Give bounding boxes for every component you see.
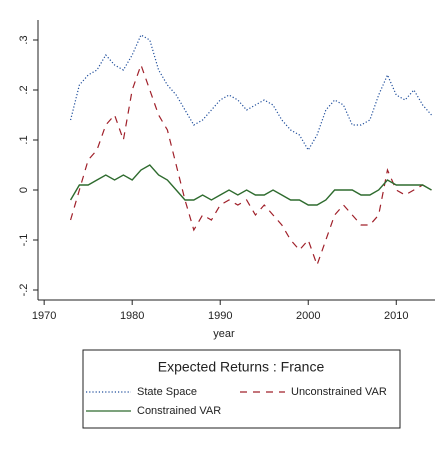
- x-tick-label: 2000: [296, 310, 320, 322]
- y-tick-label: .3: [18, 35, 30, 44]
- y-tick-label: -.1: [18, 234, 30, 247]
- x-tick-label: 1980: [120, 310, 144, 322]
- y-tick-label: -.2: [18, 284, 30, 297]
- legend-label: Unconstrained VAR: [291, 386, 387, 398]
- y-tick-label: .1: [18, 135, 30, 144]
- legend-title: Expected Returns : France: [158, 359, 325, 375]
- y-tick-label: .2: [18, 85, 30, 94]
- series-line: [69, 63, 432, 267]
- x-tick-label: 1990: [208, 310, 232, 322]
- legend-label: State Space: [137, 386, 197, 398]
- legend-box: [82, 349, 401, 429]
- x-tick-label: 1970: [32, 310, 56, 322]
- x-axis-label: year: [213, 328, 235, 340]
- y-tick-label: 0: [18, 187, 30, 193]
- x-tick-label: 2010: [384, 310, 408, 322]
- legend-label: Constrained VAR: [137, 405, 221, 417]
- series-line: [69, 164, 432, 206]
